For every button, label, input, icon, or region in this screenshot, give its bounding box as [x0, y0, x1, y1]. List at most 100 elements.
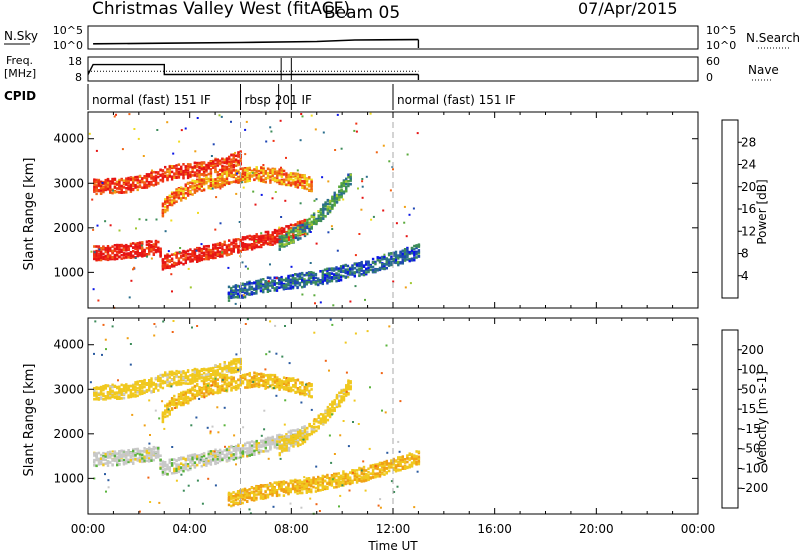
- power-cell: [191, 166, 194, 169]
- velocity-cell: [95, 395, 98, 399]
- power-cell: [125, 249, 128, 252]
- velocity-cell: [225, 369, 229, 372]
- velocity-cell: [244, 373, 247, 377]
- power-cell: [338, 198, 341, 202]
- velocity-cell: [175, 471, 178, 474]
- velocity-cell: [118, 395, 121, 399]
- power-cell: [216, 173, 219, 177]
- velocity-cell: [175, 402, 178, 405]
- velocity-cell: [207, 382, 210, 385]
- power-cell: [214, 159, 217, 162]
- power-cell: [296, 186, 300, 189]
- power-cell: [127, 247, 130, 251]
- power-cell: [180, 166, 183, 169]
- power-cell: [145, 243, 149, 246]
- power-cell: [148, 175, 151, 178]
- velocity-cell: [113, 458, 117, 461]
- velocity-cell: [257, 372, 261, 376]
- velocity-cell: [228, 449, 231, 453]
- velocity-cell: [228, 376, 231, 380]
- power-cell: [106, 245, 110, 248]
- power-cell: [250, 236, 254, 240]
- power-cell: [335, 201, 339, 204]
- power-cell: [154, 250, 158, 254]
- power-cell: [193, 258, 197, 261]
- power-cell: [154, 178, 158, 181]
- power-cell: [234, 164, 238, 167]
- power-cell: [232, 250, 235, 253]
- power-cell: [353, 262, 356, 266]
- power-cell: [99, 182, 103, 186]
- velocity-cell: [232, 386, 235, 390]
- velocity-cell: [177, 397, 181, 400]
- velocity-cell: [234, 381, 238, 385]
- velocity-cell: [132, 449, 135, 453]
- velocity-cell: [264, 383, 267, 386]
- power-cell: [324, 205, 327, 208]
- velocity-cell: [170, 407, 174, 410]
- power-cell: [330, 276, 334, 279]
- power-cell: [145, 218, 148, 221]
- power-cell: [177, 167, 181, 171]
- velocity-cell: [111, 391, 114, 394]
- power-cell: [294, 273, 297, 276]
- power-cell: [125, 187, 128, 190]
- power-cell: [326, 205, 330, 209]
- velocity-cell: [166, 464, 169, 468]
- velocity-cell: [152, 390, 155, 393]
- velocity-cell: [134, 381, 137, 384]
- power-cell: [255, 238, 258, 242]
- velocity-cell: [120, 390, 123, 394]
- velocity-cell: [214, 371, 217, 375]
- power-cell: [312, 221, 316, 224]
- velocity-cell: [269, 375, 272, 378]
- velocity-cell: [234, 369, 238, 373]
- power-cell: [200, 162, 203, 165]
- velocity-cell: [223, 376, 226, 380]
- power-cell: [200, 251, 203, 255]
- power-cell: [305, 178, 309, 181]
- velocity-cell: [170, 462, 174, 465]
- power-cell: [196, 257, 199, 260]
- power-cell: [104, 178, 107, 182]
- power-cell: [276, 233, 279, 237]
- power-cell: [246, 282, 249, 286]
- power-cell: [227, 299, 231, 302]
- power-cell: [294, 283, 297, 287]
- power-cell: [378, 259, 382, 262]
- power-cell: [331, 205, 334, 209]
- velocity-cell: [230, 361, 233, 364]
- power-cell: [189, 257, 192, 261]
- power-cell: [184, 191, 187, 195]
- velocity-cell: [95, 397, 98, 401]
- power-cell: [196, 161, 199, 165]
- velocity-cell: [182, 397, 185, 400]
- power-cell: [397, 263, 400, 267]
- power-cell: [333, 267, 336, 270]
- velocity-cell: [225, 385, 229, 388]
- power-cell: [177, 163, 181, 166]
- power-cell: [209, 183, 213, 187]
- power-cell: [301, 220, 304, 224]
- power-cell: [218, 162, 222, 166]
- power-cell: [335, 276, 338, 280]
- velocity-cell: [148, 379, 151, 382]
- power-cell: [128, 296, 131, 299]
- power-cell: [294, 280, 297, 283]
- velocity-cell: [118, 456, 121, 460]
- power-cell: [280, 245, 284, 248]
- velocity-cell: [214, 379, 217, 382]
- power-feature-0: [93, 150, 242, 196]
- velocity-cell: [180, 370, 183, 374]
- power-cell: [189, 174, 192, 178]
- velocity-cell: [228, 383, 231, 386]
- power-cell: [161, 261, 165, 265]
- power-cell: [342, 191, 346, 195]
- power-cell: [327, 180, 330, 183]
- power-cell: [120, 188, 123, 192]
- power-cell: [228, 157, 231, 160]
- power-cell: [216, 184, 219, 187]
- cpid-segments: normal (fast) 151 IF rbsp 201 IF normal (f…: [87, 84, 516, 110]
- power-cell: [200, 189, 203, 192]
- power-cell: [296, 278, 299, 281]
